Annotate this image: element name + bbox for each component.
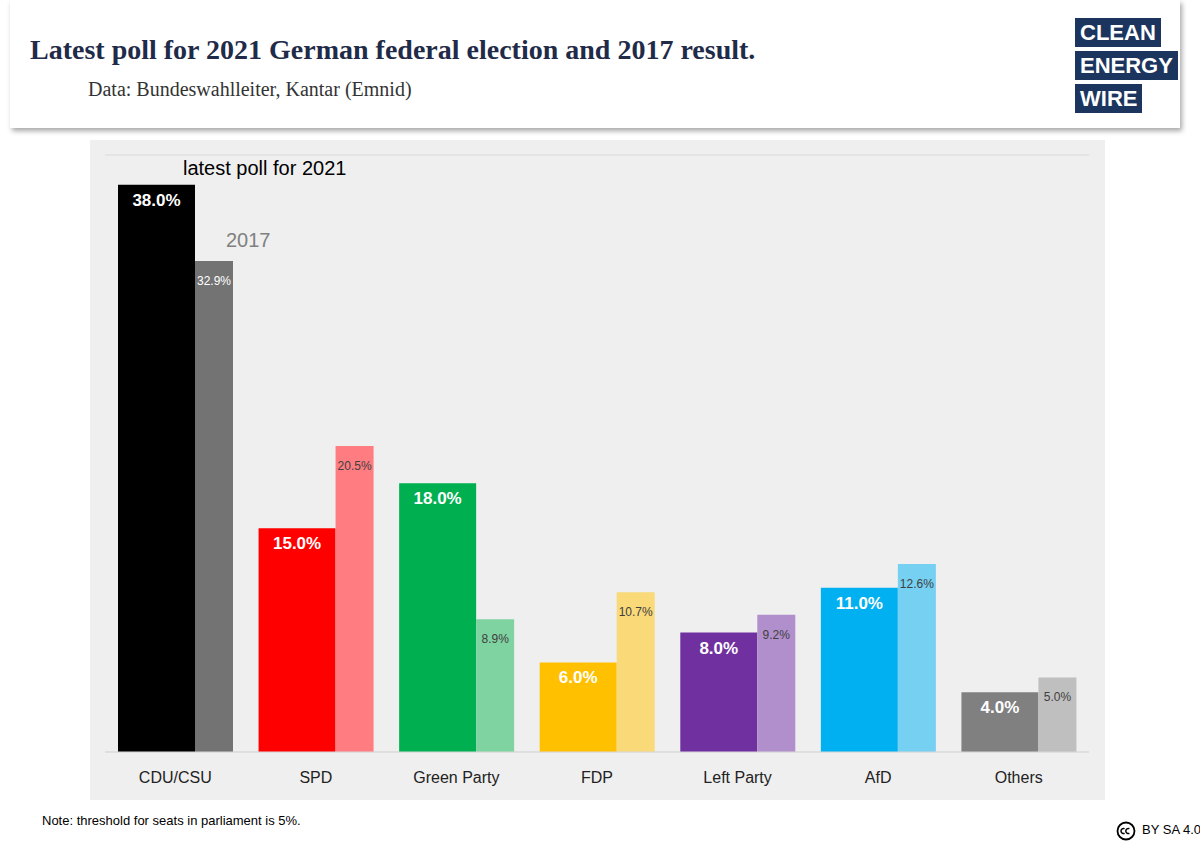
svg-text:AfD: AfD — [865, 769, 892, 786]
html-text:WIRE: WIRE — [1080, 86, 1138, 111]
svg-text:32.9%: 32.9% — [197, 274, 231, 288]
svg-text:Others: Others — [995, 769, 1043, 786]
html-text:CLEAN: CLEAN — [1080, 20, 1156, 45]
svg-text:FDP: FDP — [581, 769, 613, 786]
svg-text:Green Party: Green Party — [413, 769, 499, 786]
svg-text:8.9%: 8.9% — [481, 632, 509, 646]
svg-text:20.5%: 20.5% — [338, 459, 372, 473]
svg-text:10.7%: 10.7% — [619, 605, 653, 619]
svg-text:2017: 2017 — [226, 229, 271, 251]
html-text:Data: Bundeswahlleiter, Kantar: Data: Bundeswahlleiter, Kantar (Emnid) — [88, 78, 412, 100]
svg-text:12.6%: 12.6% — [900, 577, 934, 591]
svg-text:6.0%: 6.0% — [559, 668, 598, 687]
svg-text:9.2%: 9.2% — [763, 628, 791, 642]
html-text:Note: threshold for seats in p: Note: threshold for seats in parliament … — [42, 813, 301, 828]
html-text:BY SA 4.0: BY SA 4.0 — [1142, 822, 1200, 837]
svg-text:latest poll for 2021: latest poll for 2021 — [183, 157, 346, 179]
svg-text:18.0%: 18.0% — [414, 489, 462, 508]
svg-text:38.0%: 38.0% — [132, 191, 180, 210]
svg-text:15.0%: 15.0% — [273, 534, 321, 553]
svg-text:5.0%: 5.0% — [1044, 690, 1072, 704]
svg-text:Left Party: Left Party — [703, 769, 771, 786]
svg-text:11.0%: 11.0% — [836, 594, 883, 613]
svg-text:SPD: SPD — [299, 769, 332, 786]
html-text:Latest poll for 2021 German fe: Latest poll for 2021 German federal elec… — [30, 34, 756, 65]
svg-text:4.0%: 4.0% — [981, 698, 1020, 717]
html-text:ENERGY: ENERGY — [1080, 53, 1173, 78]
svg-text:CDU/CSU: CDU/CSU — [139, 769, 212, 786]
svg-text:8.0%: 8.0% — [699, 639, 738, 658]
